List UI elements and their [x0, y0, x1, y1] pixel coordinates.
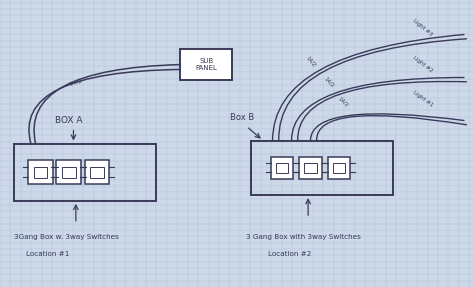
Bar	[62, 167, 75, 178]
Text: Light #2: Light #2	[412, 55, 434, 74]
Bar	[180, 49, 232, 80]
Bar	[56, 160, 81, 184]
Bar	[328, 157, 350, 179]
Bar	[14, 144, 156, 201]
Bar	[85, 160, 109, 184]
Text: 14/2: 14/2	[337, 96, 350, 108]
Text: SUB
PANEL: SUB PANEL	[195, 58, 217, 71]
Text: Light #1: Light #1	[412, 90, 434, 108]
Bar	[299, 157, 322, 179]
Bar	[276, 163, 288, 173]
Bar	[91, 167, 104, 178]
Bar	[304, 163, 317, 173]
Bar	[333, 163, 345, 173]
Text: Location #1: Location #1	[26, 251, 70, 257]
Bar	[34, 167, 47, 178]
Text: 14/2: 14/2	[323, 75, 336, 88]
Bar	[28, 160, 53, 184]
Text: 3Gang Box w. 3way Switches: 3Gang Box w. 3way Switches	[14, 234, 119, 240]
Text: BOX A: BOX A	[55, 116, 82, 125]
Text: 3 Gang Box with 3way Switches: 3 Gang Box with 3way Switches	[246, 234, 361, 240]
Text: 14/2: 14/2	[305, 55, 316, 68]
Text: Light #3: Light #3	[412, 18, 434, 37]
Text: Box B: Box B	[230, 113, 254, 122]
Bar	[271, 157, 293, 179]
Text: Location #2: Location #2	[268, 251, 311, 257]
Bar	[251, 141, 393, 195]
Text: 14/2: 14/2	[68, 77, 83, 86]
